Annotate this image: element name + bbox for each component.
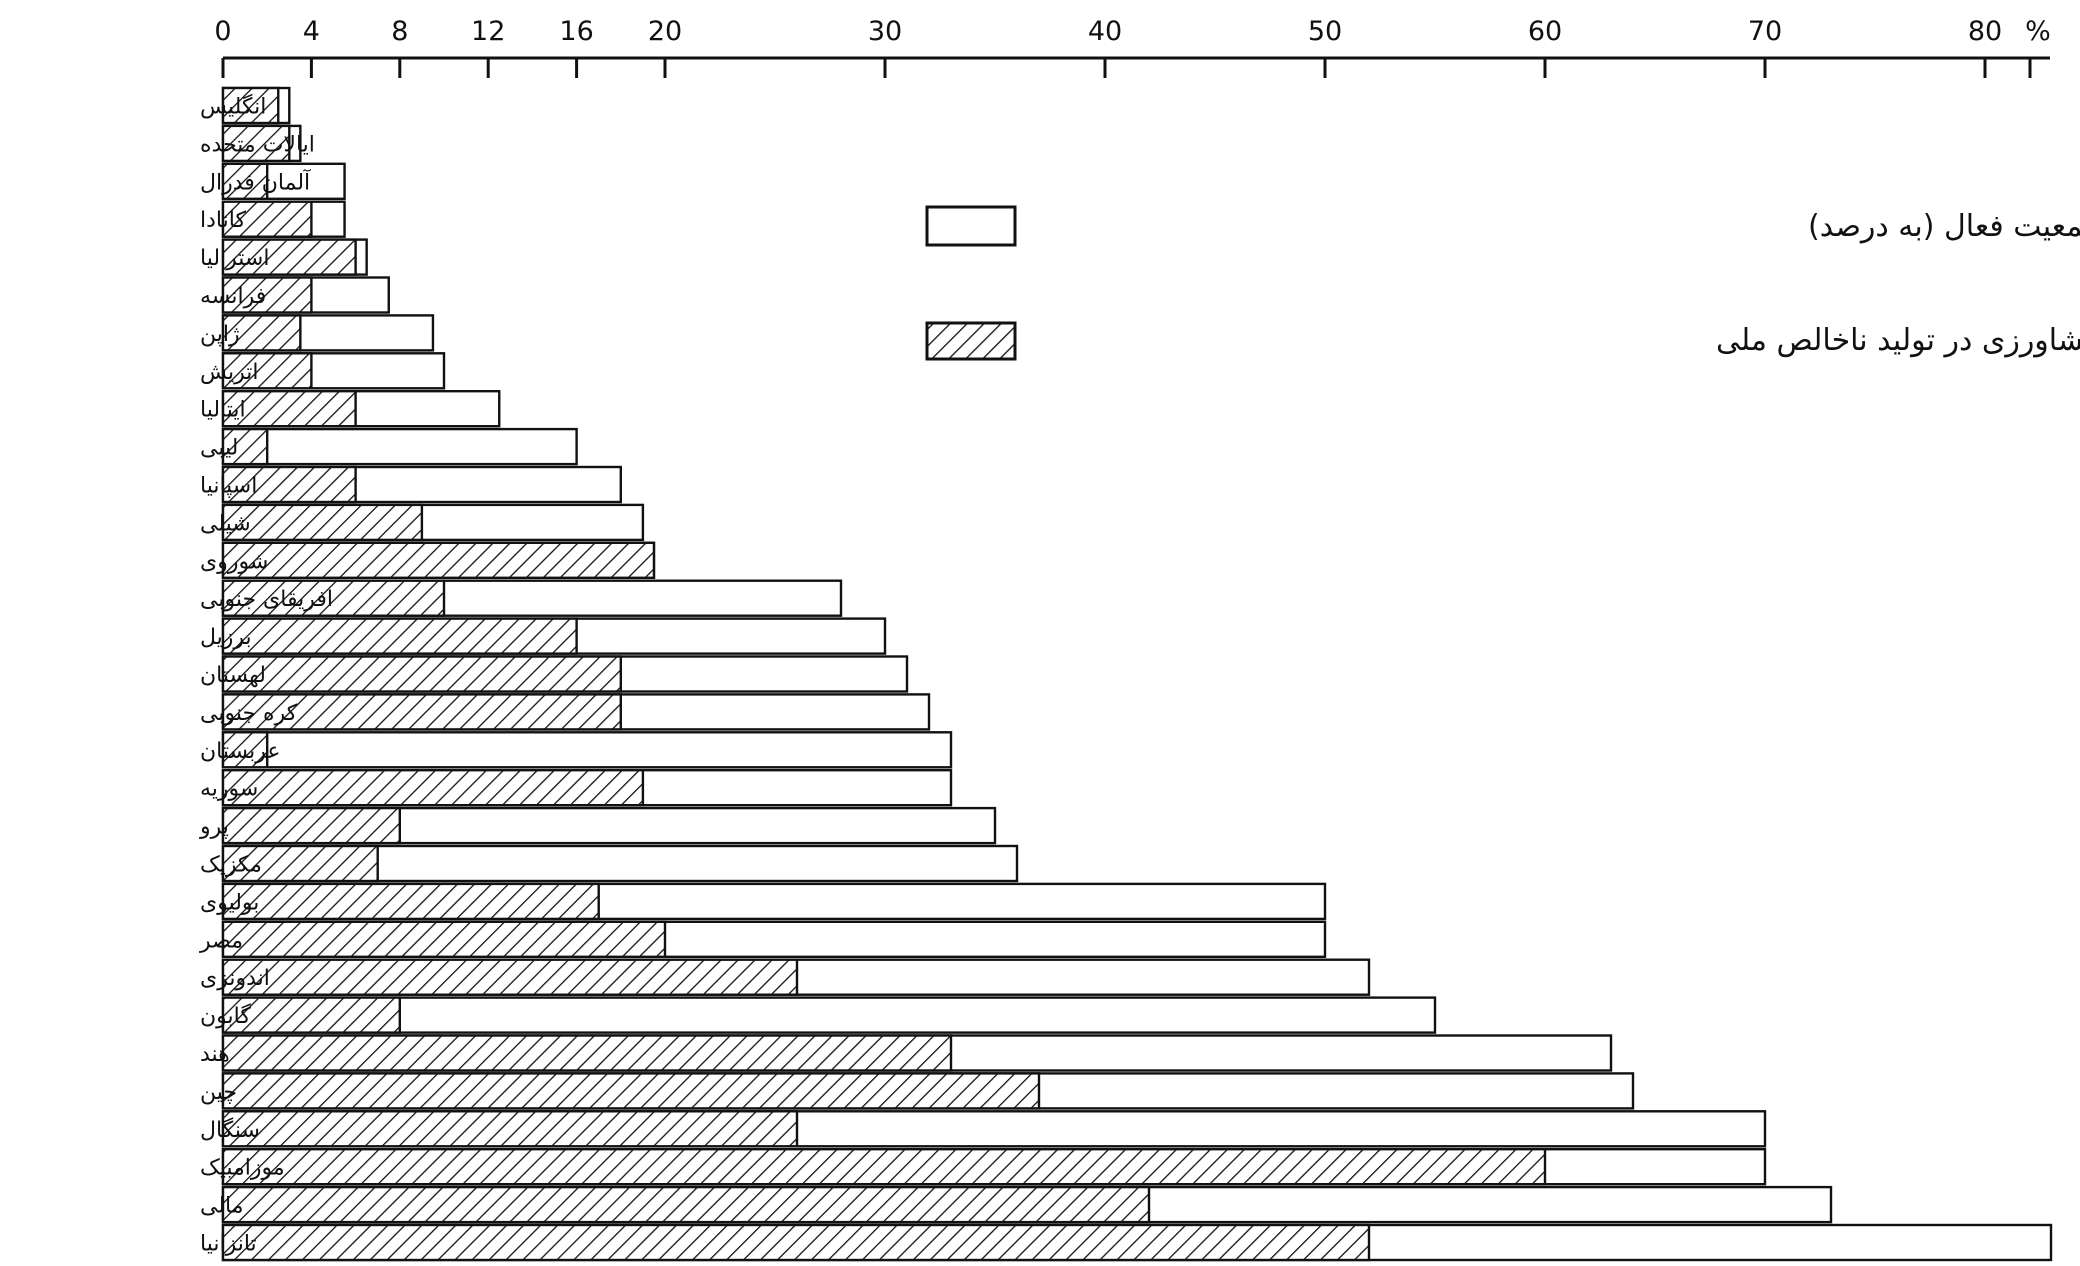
bar-gnp-24 xyxy=(221,996,402,1034)
category-label-25: هند xyxy=(200,1042,230,1067)
bar-gnp-3 xyxy=(221,200,313,238)
bar-gnp-17 xyxy=(221,731,269,769)
bar-gnp-21 xyxy=(221,882,600,921)
bar-gnp-15 xyxy=(221,655,622,693)
x-axis-unit-label: % xyxy=(2025,16,2051,47)
category-label-17: عربستان xyxy=(200,739,281,764)
category-label-7: اتریش xyxy=(200,360,259,385)
category-label-6: ژاپن xyxy=(200,322,240,347)
legend-swatch-hatched xyxy=(925,321,1017,361)
bar-gnp-19 xyxy=(221,806,402,845)
bar-gnp-14 xyxy=(221,617,578,655)
category-label-2: آلمان فدرال xyxy=(200,168,311,195)
bar-gnp-13 xyxy=(221,579,446,617)
bar-gnp-10 xyxy=(221,465,357,504)
x-tick-label-60: 60 xyxy=(1528,16,1562,47)
bar-gnp-11 xyxy=(221,503,424,542)
category-label-22: مصر xyxy=(199,928,243,953)
bar-gnp-30 xyxy=(221,1223,1371,1262)
category-label-1: ایالات متحده xyxy=(200,132,315,157)
category-label-28: موزامبیک xyxy=(200,1156,285,1181)
x-tick-label-16: 16 xyxy=(559,16,593,47)
bar-gnp-8 xyxy=(221,390,357,428)
x-axis: 0 4 8 12 16 20 30 40 50 60 70 80 % xyxy=(214,16,2051,78)
bar-gnp-0 xyxy=(221,86,280,125)
x-tick-label-4: 4 xyxy=(303,16,320,47)
bar-gnp-12 xyxy=(221,541,656,579)
bar-gnp-23 xyxy=(221,958,799,996)
legend: سهم کشاورزی در جمعیت فعال (به درصد) سهم … xyxy=(925,205,2080,361)
bar-active-population-17 xyxy=(221,731,953,769)
category-label-11: شیلی xyxy=(200,511,251,536)
x-tick-label-40: 40 xyxy=(1088,16,1122,47)
category-label-29: مالی xyxy=(200,1194,244,1219)
bar-gnp-2 xyxy=(221,162,269,201)
x-tick-label-70: 70 xyxy=(1748,16,1782,47)
category-label-3: کانادا xyxy=(200,208,246,233)
x-tick-label-12: 12 xyxy=(471,16,505,47)
category-labels: انگلیس ایالات متحده آلمان فدرال کانادا استرا… xyxy=(199,94,333,1257)
bar-active-population-24 xyxy=(221,996,1437,1034)
x-tick-label-0: 0 xyxy=(214,16,231,47)
bar-gnp-7 xyxy=(221,352,313,390)
bar-gnp-5 xyxy=(221,276,313,314)
bar-gnp-28 xyxy=(221,1147,1547,1186)
category-label-18: سوریه xyxy=(200,777,258,802)
category-label-30: تانزانیا xyxy=(200,1232,257,1257)
legend-swatch-empty xyxy=(925,205,1017,247)
category-label-20: مکزیک xyxy=(200,853,262,878)
bar-gnp-1 xyxy=(221,124,291,163)
x-tick-label-20: 20 xyxy=(648,16,682,47)
bar-active-population-9 xyxy=(221,427,578,466)
category-label-5: فرانسه xyxy=(200,284,266,309)
x-tick-label-50: 50 xyxy=(1308,16,1342,47)
bar-gnp-4 xyxy=(221,238,357,276)
category-label-15: لهستان xyxy=(200,663,266,688)
category-label-0: انگلیس xyxy=(200,94,266,120)
bar-gnp-20 xyxy=(221,844,379,883)
bar-gnp-9 xyxy=(221,427,269,466)
x-tick-label-8: 8 xyxy=(391,16,408,47)
x-tick-label-30: 30 xyxy=(868,16,902,47)
category-label-8: ایتالیا xyxy=(200,398,246,423)
bar-gnp-22 xyxy=(221,920,667,958)
bar-gnp-18 xyxy=(221,769,645,807)
category-label-4: استرالیا xyxy=(200,246,269,271)
x-tick-label-80: 80 xyxy=(1968,16,2002,47)
bar-gnp-16 xyxy=(221,693,622,731)
legend-item-active-population: سهم کشاورزی در جمعیت فعال (به درصد) xyxy=(925,205,2080,247)
bars xyxy=(221,86,2053,1262)
legend-label-active-population: سهم کشاورزی در جمعیت فعال (به درصد) xyxy=(1808,209,2080,244)
legend-item-gnp: سهم کشاورزی در تولید ناخالص ملی xyxy=(925,321,2080,361)
bar-gnp-29 xyxy=(221,1185,1151,1224)
category-label-21: بولیوی xyxy=(200,890,259,915)
category-label-10: اسپانیا xyxy=(200,474,257,499)
category-label-19: پرو xyxy=(199,815,229,840)
category-label-23: اندونزی xyxy=(200,966,270,991)
category-label-27: سنگال xyxy=(200,1117,260,1143)
category-label-12: شوروی xyxy=(200,549,268,574)
legend-label-gnp: سهم کشاورزی در تولید ناخالص ملی xyxy=(1716,323,2080,358)
bar-gnp-26 xyxy=(221,1072,1041,1110)
category-label-26: چین xyxy=(200,1080,237,1105)
category-label-14: برزیل xyxy=(200,625,252,650)
category-label-13: افریقای جنوبی xyxy=(200,587,333,612)
bar-gnp-25 xyxy=(221,1034,953,1072)
bar-gnp-27 xyxy=(221,1110,799,1148)
category-label-24: گابون xyxy=(200,1003,251,1029)
bar-gnp-6 xyxy=(221,314,302,352)
category-label-9: لیبی xyxy=(200,436,238,461)
category-label-16: کره جنوبی xyxy=(200,701,298,726)
x-ticks: 0 4 8 12 16 20 30 40 50 60 70 80 xyxy=(214,16,2032,78)
